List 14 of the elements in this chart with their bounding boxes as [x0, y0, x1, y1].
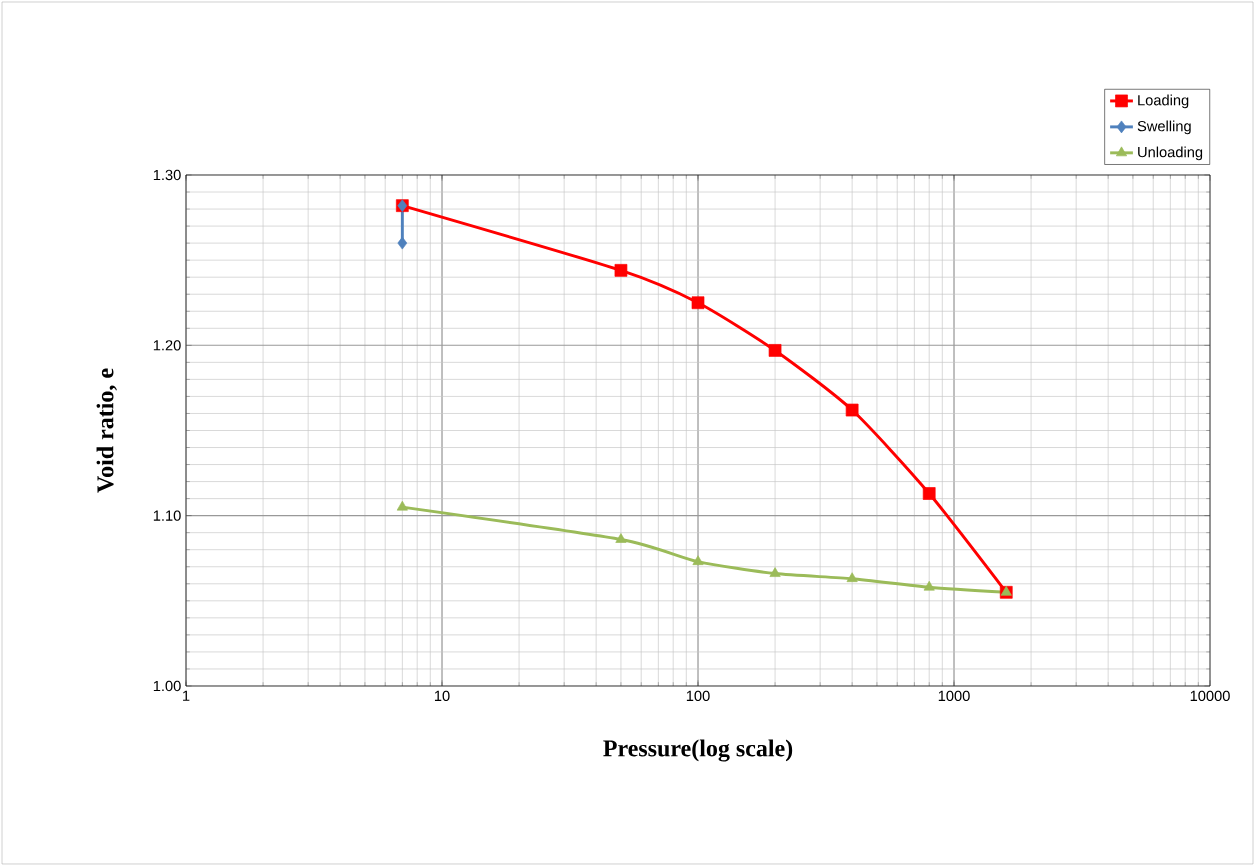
x-tick-label: 10000 — [1190, 690, 1230, 702]
legend-label: Unloading — [1138, 146, 1203, 161]
x-axis-title: Pressure(log scale) — [603, 739, 793, 762]
y-tick-label: 1.30 — [153, 169, 181, 181]
x-tick-label: 1 — [183, 690, 190, 701]
x-tick-label: 10 — [434, 690, 450, 702]
y-axis-title: Void ratio, e — [96, 368, 117, 493]
x-tick-label: 1000 — [938, 690, 970, 702]
x-tick-label: 100 — [686, 690, 710, 702]
legend-label: Loading — [1138, 94, 1189, 109]
y-tick-label: 1.00 — [153, 680, 181, 692]
legend-label: Swelling — [1137, 120, 1191, 135]
y-tick-label: 1.10 — [153, 510, 181, 521]
y-tick-label: 1.20 — [153, 340, 181, 351]
